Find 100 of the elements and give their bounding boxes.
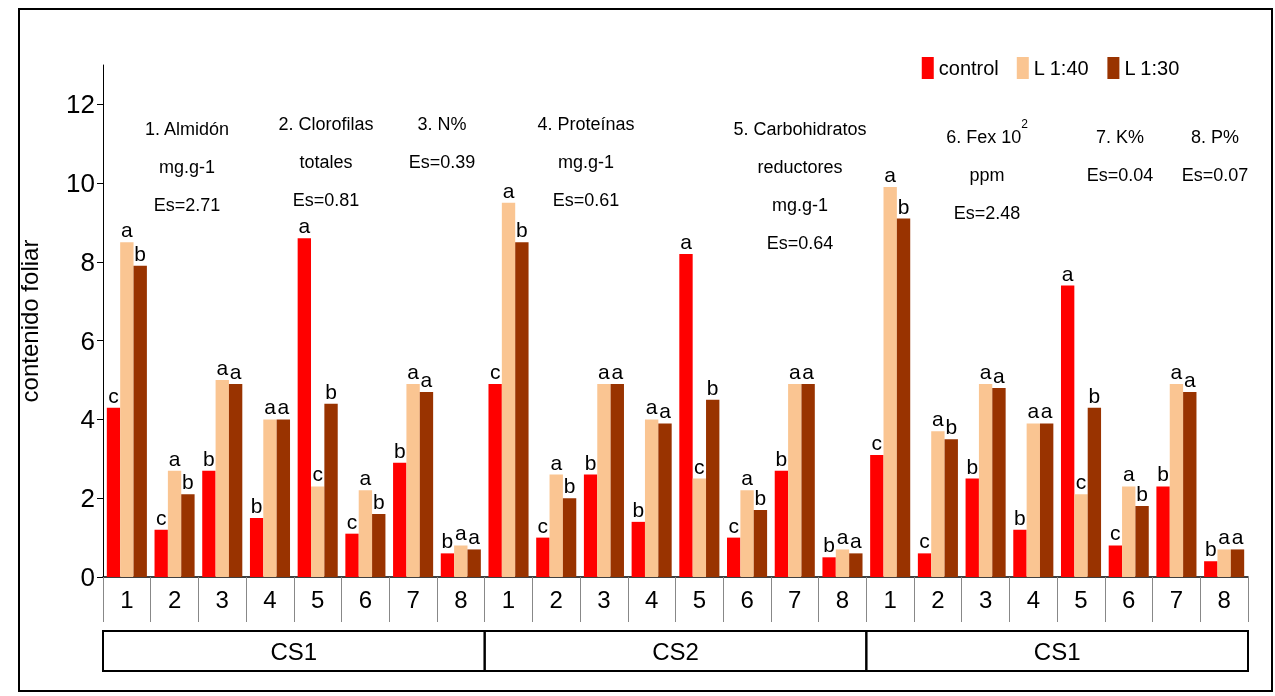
bar xyxy=(774,470,789,577)
data-label: a xyxy=(359,466,372,490)
bar xyxy=(467,549,481,577)
x-tick-label: 5 xyxy=(692,585,707,613)
text: CS1 xyxy=(1033,637,1081,665)
data-label: a xyxy=(836,525,849,549)
x-tick-label: 6 xyxy=(1122,585,1136,613)
data-label: b xyxy=(393,438,406,462)
bar xyxy=(167,470,182,577)
data-label: b xyxy=(250,493,263,517)
bar xyxy=(1217,549,1231,577)
annotation: 8. P% Es=0.07 xyxy=(1181,127,1249,185)
data-label: c xyxy=(312,462,323,486)
data-label: b xyxy=(1136,482,1148,506)
bar xyxy=(501,202,516,577)
bar xyxy=(228,384,243,577)
data-label: a xyxy=(788,360,801,384)
data-label: a xyxy=(741,466,754,490)
bar xyxy=(644,419,659,577)
bar xyxy=(1169,384,1184,577)
bar xyxy=(106,407,121,577)
x-tick-label: 4 xyxy=(1026,585,1040,613)
bar xyxy=(1204,561,1218,577)
bar xyxy=(978,384,993,577)
data-label: a xyxy=(932,407,945,431)
bar xyxy=(406,384,420,577)
data-label: b xyxy=(775,446,788,470)
data-label: a xyxy=(468,525,481,549)
x-tick-label: 7 xyxy=(406,585,420,613)
text: CS1 xyxy=(270,637,318,665)
bar xyxy=(917,553,932,577)
data-label: a xyxy=(1170,360,1183,384)
bar xyxy=(992,387,1006,577)
bar xyxy=(740,490,754,577)
bar xyxy=(181,494,195,577)
x-tick-label: 2 xyxy=(931,585,945,613)
x-tick-label: 1 xyxy=(501,585,516,613)
bar xyxy=(488,384,502,577)
annotation: 2. Clorofilas totales Es=0.81 xyxy=(278,114,374,210)
annotation: 7. K% Es=0.04 xyxy=(1086,127,1154,185)
data-label: a xyxy=(1183,367,1196,391)
annotation: 4. Proteínas mg.g-1 Es=0.61 xyxy=(537,114,635,210)
bar xyxy=(454,545,468,577)
bar xyxy=(1039,423,1054,577)
data-label: a xyxy=(1027,399,1040,423)
bar xyxy=(1183,391,1197,577)
bar xyxy=(549,474,563,577)
bar xyxy=(597,384,611,577)
data-label: a xyxy=(121,218,134,242)
bar xyxy=(788,384,802,577)
x-tick-label: 5 xyxy=(311,585,325,613)
bar xyxy=(536,537,550,577)
data-label: a xyxy=(659,399,672,423)
data-label: b xyxy=(563,474,576,498)
bar xyxy=(1135,506,1149,577)
data-label: a xyxy=(1040,399,1053,423)
bar xyxy=(1230,549,1245,577)
x-tick-label: 4 xyxy=(644,585,659,613)
data-label: b xyxy=(1204,537,1217,561)
bar xyxy=(562,498,577,577)
data-label: a xyxy=(680,230,693,254)
data-label: b xyxy=(516,218,528,242)
y-tick-label: 0 xyxy=(80,562,95,592)
bar xyxy=(658,423,672,577)
bar xyxy=(896,218,911,577)
bar xyxy=(215,380,229,577)
bar xyxy=(133,265,147,577)
data-label: a xyxy=(550,450,563,474)
x-tick-label: 6 xyxy=(740,585,754,613)
bar xyxy=(393,462,407,577)
bar xyxy=(1074,494,1088,577)
data-label: b xyxy=(325,379,337,403)
data-label: c xyxy=(871,430,883,454)
data-label: c xyxy=(155,505,167,529)
data-label: c xyxy=(1110,521,1121,545)
bar xyxy=(263,419,277,577)
data-label: c xyxy=(108,383,119,407)
data-label: c xyxy=(694,454,705,478)
bar xyxy=(1013,529,1027,577)
bar xyxy=(440,553,455,577)
data-label: c xyxy=(728,513,739,537)
data-label: b xyxy=(1014,505,1026,529)
x-tick-label: 8 xyxy=(835,585,850,613)
x-tick-label: 6 xyxy=(358,585,373,613)
bar xyxy=(610,384,624,577)
data-label: b xyxy=(584,450,597,474)
data-label: a xyxy=(229,360,242,384)
y-tick-label: 12 xyxy=(66,89,95,120)
data-label: a xyxy=(264,395,277,419)
x-tick-label: 1 xyxy=(883,585,897,613)
bar xyxy=(883,187,897,577)
bar xyxy=(1060,285,1075,577)
bar xyxy=(753,510,768,577)
data-label: b xyxy=(441,529,454,553)
bar xyxy=(679,254,693,577)
data-label: a xyxy=(802,360,815,384)
bar xyxy=(706,399,720,577)
data-label: b xyxy=(754,486,767,510)
data-label: a xyxy=(1218,525,1231,549)
x-tick-label: 5 xyxy=(1074,585,1088,613)
